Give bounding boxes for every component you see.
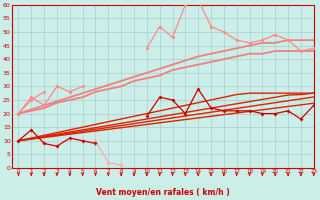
X-axis label: Vent moyen/en rafales ( km/h ): Vent moyen/en rafales ( km/h ) [96, 188, 230, 197]
